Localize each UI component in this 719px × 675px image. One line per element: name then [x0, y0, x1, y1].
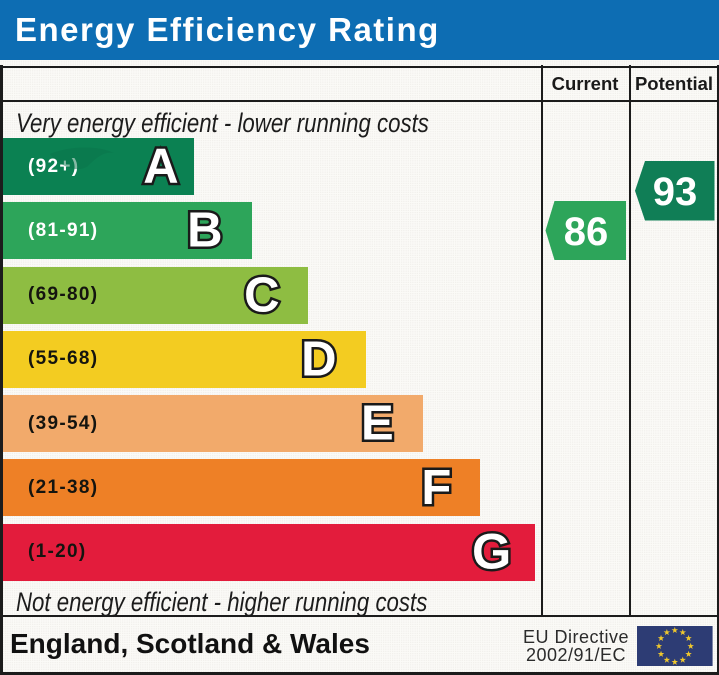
svg-text:F: F [421, 461, 451, 515]
svg-text:G: G [472, 523, 511, 580]
svg-text:A: A [143, 140, 178, 194]
svg-text:B: B [187, 204, 222, 258]
svg-text:E: E [361, 397, 394, 451]
svg-text:93: 93 [653, 170, 698, 214]
svg-text:D: D [301, 332, 336, 386]
svg-text:C: C [244, 268, 279, 322]
svg-text:86: 86 [564, 210, 609, 254]
